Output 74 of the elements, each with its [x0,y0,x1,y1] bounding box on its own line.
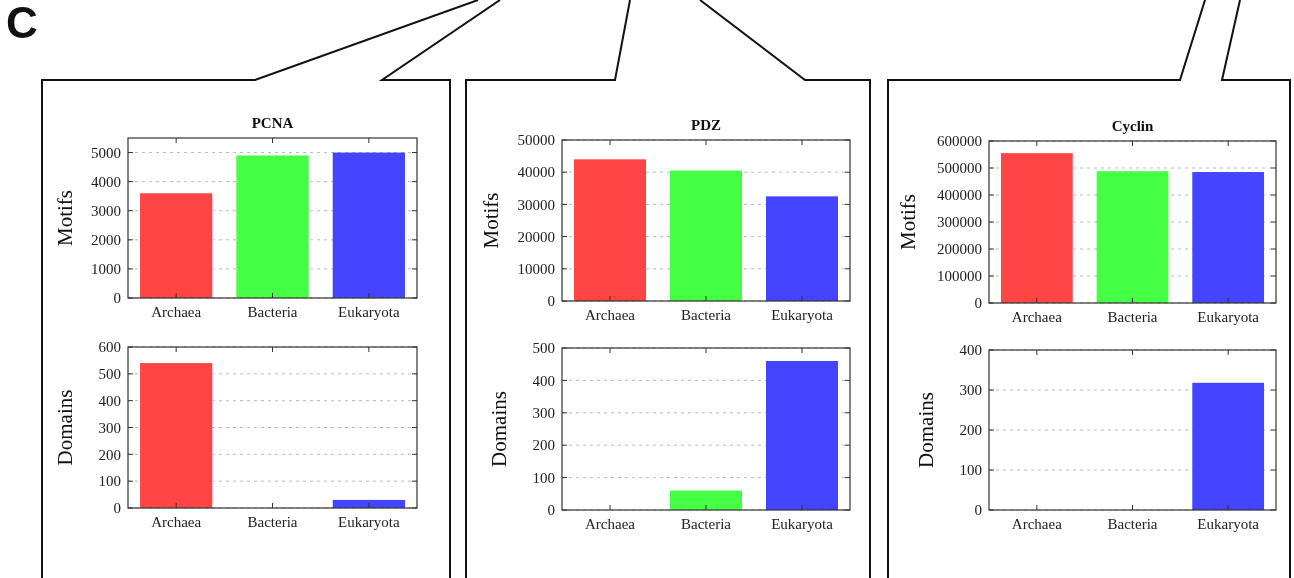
y-tick-label: 0 [113,290,121,307]
x-tick-label: Archaea [151,304,202,320]
chart-title: PCNA [251,115,294,131]
x-tick-label: Bacteria [247,304,298,320]
x-tick-label: Bacteria [247,514,298,530]
y-axis-title: Domains [53,389,77,466]
y-tick-label: 200 [98,446,121,463]
y-tick-label: 10000 [517,261,555,278]
bar [140,193,213,298]
y-tick-label: 400 [98,392,121,409]
y-tick-label: 200000 [937,241,982,258]
y-tick-label: 0 [547,502,555,519]
bar [1000,153,1073,303]
x-tick-label: Eukaryota [338,304,400,320]
bar [766,196,838,301]
x-tick-label: Bacteria [681,516,732,532]
x-tick-label: Eukaryota [771,516,834,532]
y-tick-label: 4000 [91,173,121,190]
y-tick-label: 400000 [937,187,982,204]
bar [574,159,646,301]
y-tick-label: 500 [532,340,555,357]
bar [332,152,405,298]
y-tick-label: 300 [532,405,555,422]
x-tick-label: Eukaryota [338,514,400,530]
y-tick-label: 200 [959,422,982,439]
x-tick-label: Bacteria [1107,516,1158,532]
y-tick-label: 300000 [937,214,982,231]
x-tick-label: Bacteria [1107,309,1158,325]
y-axis-title: Motifs [479,192,503,249]
y-tick-label: 50000 [517,132,555,149]
y-tick-label: 300 [959,382,982,399]
y-tick-label: 5000 [91,144,121,161]
y-tick-label: 600000 [937,133,982,150]
bar [670,170,742,301]
y-tick-label: 500000 [937,160,982,177]
y-tick-label: 400 [959,342,982,359]
y-tick-label: 500 [98,366,121,383]
y-tick-label: 100 [959,462,982,479]
chart-title: PDZ [691,117,721,133]
x-tick-label: Eukaryota [1197,516,1260,532]
y-tick-label: 0 [974,502,982,519]
y-tick-label: 2000 [91,232,121,249]
y-tick-label: 300 [98,419,121,436]
chart-title: Cyclin [1111,118,1154,134]
y-axis-title: Domains [914,392,938,468]
x-tick-label: Archaea [1011,516,1063,532]
x-tick-label: Archaea [585,516,636,532]
y-tick-label: 100000 [937,268,982,285]
y-tick-label: 100 [98,473,121,490]
y-tick-label: 1000 [91,261,121,278]
y-tick-label: 20000 [517,228,555,245]
text: C [6,0,38,47]
y-tick-label: 40000 [517,164,555,181]
y-tick-label: 100 [532,469,555,486]
bar [236,155,309,298]
y-tick-label: 400 [532,372,555,389]
y-tick-label: 200 [532,437,555,454]
bar [1096,171,1169,303]
x-tick-label: Eukaryota [1197,309,1260,325]
y-axis-title: Motifs [896,193,920,251]
bar [1192,172,1265,303]
x-tick-label: Archaea [1011,309,1063,325]
y-tick-label: 30000 [517,196,555,213]
y-tick-label: 600 [98,339,121,356]
y-tick-label: 0 [113,500,121,517]
x-tick-label: Archaea [585,307,636,323]
x-tick-label: Bacteria [681,307,732,323]
y-axis-title: Motifs [53,189,77,247]
y-tick-label: 0 [974,295,982,312]
x-tick-label: Eukaryota [771,307,834,323]
x-tick-label: Archaea [151,514,202,530]
y-tick-label: 3000 [91,202,121,219]
y-tick-label: 0 [547,293,555,310]
y-axis-title: Domains [487,391,511,467]
